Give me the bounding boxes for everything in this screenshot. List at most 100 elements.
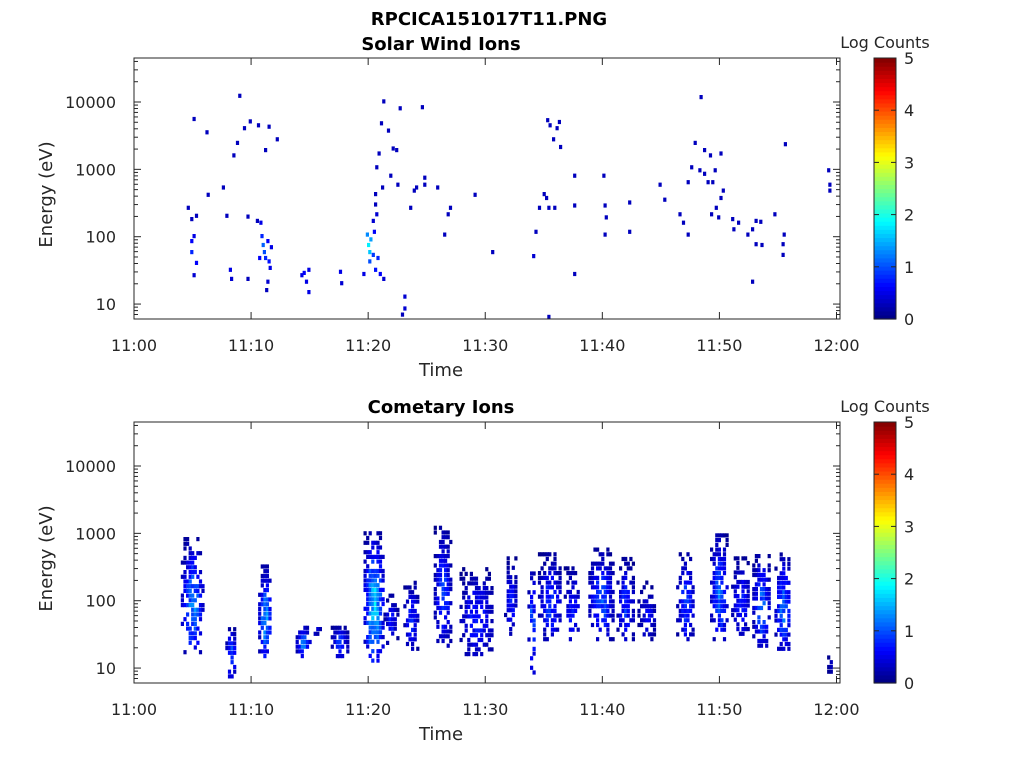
heatmap-cell: [464, 623, 468, 628]
heatmap-cell: [191, 631, 195, 636]
heatmap-cell: [596, 613, 600, 618]
heatmap-cell: [543, 552, 547, 557]
heatmap-cell: [722, 622, 727, 628]
heatmap-cell: [712, 585, 716, 590]
heatmap-cell: [550, 585, 554, 590]
heatmap-cell: [449, 624, 453, 629]
heatmap-cell: [307, 290, 311, 295]
heatmap-cell: [827, 664, 831, 670]
heatmap-cell: [556, 627, 560, 632]
heatmap-cell: [441, 591, 445, 596]
heatmap-cell: [265, 583, 269, 588]
heatmap-cell: [413, 627, 417, 632]
heatmap-cell: [640, 589, 644, 595]
colorbar-swatch: [874, 511, 896, 517]
heatmap-cell: [409, 205, 413, 210]
heatmap-cell: [663, 197, 667, 202]
heatmap-cell: [774, 613, 778, 618]
heatmap-cell: [363, 559, 367, 564]
colorbar-tick-label: 4: [904, 465, 914, 484]
heatmap-cell: [485, 595, 489, 600]
colorbar-swatch: [874, 66, 896, 71]
axes-box: [133, 421, 841, 684]
heatmap-cell: [717, 561, 721, 566]
heatmap-cell: [378, 578, 383, 583]
heatmap-cell: [260, 564, 264, 569]
heatmap-cell: [474, 600, 479, 605]
heatmap-cell: [403, 294, 407, 299]
heatmap-cell: [568, 608, 572, 613]
heatmap-cell: [413, 585, 417, 590]
heatmap-cell: [717, 538, 721, 543]
heatmap-cell: [193, 584, 197, 589]
heatmap-cell: [762, 572, 766, 578]
heatmap-cell: [596, 585, 600, 590]
heatmap-cell: [759, 638, 764, 644]
heatmap-cell: [779, 618, 783, 623]
heatmap-cell: [381, 185, 385, 190]
heatmap-cell: [746, 594, 750, 599]
heatmap-cell: [411, 604, 415, 609]
heatmap-cell: [193, 588, 197, 593]
heatmap-cell: [603, 613, 607, 618]
heatmap-cell: [393, 607, 397, 612]
heatmap-cell: [650, 608, 654, 613]
heatmap-cell: [396, 607, 400, 612]
heatmap-cell: [268, 265, 272, 270]
heatmap-cell: [722, 552, 727, 557]
heatmap-cell: [645, 627, 649, 632]
heatmap-cell: [469, 600, 473, 605]
heatmap-cell: [477, 614, 481, 619]
heatmap-cell: [260, 592, 264, 597]
heatmap-cell: [446, 554, 450, 559]
heatmap-cell: [787, 594, 791, 599]
colorbar-swatch: [874, 314, 896, 320]
heatmap-cell: [230, 276, 234, 281]
heatmap-cell: [717, 599, 721, 604]
heatmap-cell: [689, 580, 693, 585]
heatmap-cell: [603, 599, 607, 604]
heatmap-cell: [757, 620, 761, 625]
heatmap-cell: [464, 628, 468, 633]
heatmap-cell: [762, 591, 766, 596]
heatmap-cell: [606, 627, 610, 632]
heatmap-cell: [715, 538, 719, 543]
heatmap-cell: [762, 596, 766, 601]
heatmap-cell: [712, 556, 716, 562]
heatmap-cell: [363, 550, 367, 555]
heatmap-cell: [626, 608, 630, 613]
heatmap-cell: [382, 99, 386, 104]
heatmap-cell: [588, 575, 592, 580]
heatmap-cell: [462, 576, 466, 581]
heatmap-cell: [376, 573, 380, 578]
heatmap-cell: [574, 594, 578, 599]
heatmap-cell: [558, 613, 562, 618]
heatmap-cell: [233, 631, 237, 637]
heatmap-cell: [433, 601, 437, 606]
heatmap-cell: [413, 608, 417, 614]
heatmap-cell: [691, 627, 695, 632]
panel-title: Cometary Ions: [368, 397, 515, 418]
heatmap-cell: [368, 531, 372, 536]
heatmap-cell: [722, 604, 727, 609]
heatmap-cell: [647, 618, 651, 623]
heatmap-cell: [198, 650, 203, 655]
heatmap-cell: [514, 556, 518, 561]
heatmap-cell: [777, 608, 781, 614]
heatmap-cell: [403, 585, 407, 590]
heatmap-cell: [606, 589, 610, 595]
heatmap-cell: [444, 554, 448, 559]
heatmap-cell: [715, 547, 719, 552]
heatmap-cell: [268, 611, 272, 616]
heatmap-cell: [383, 617, 387, 622]
heatmap-cell: [710, 599, 714, 604]
heatmap-cell: [715, 566, 719, 571]
heatmap-cell: [438, 605, 443, 611]
heatmap-cell: [391, 631, 395, 636]
heatmap-cell: [603, 608, 607, 613]
heatmap-cell: [545, 552, 549, 557]
heatmap-cell: [258, 592, 262, 597]
heatmap-cell: [787, 608, 791, 614]
heatmap-cell: [303, 630, 307, 635]
colorbar-swatch: [874, 523, 896, 529]
